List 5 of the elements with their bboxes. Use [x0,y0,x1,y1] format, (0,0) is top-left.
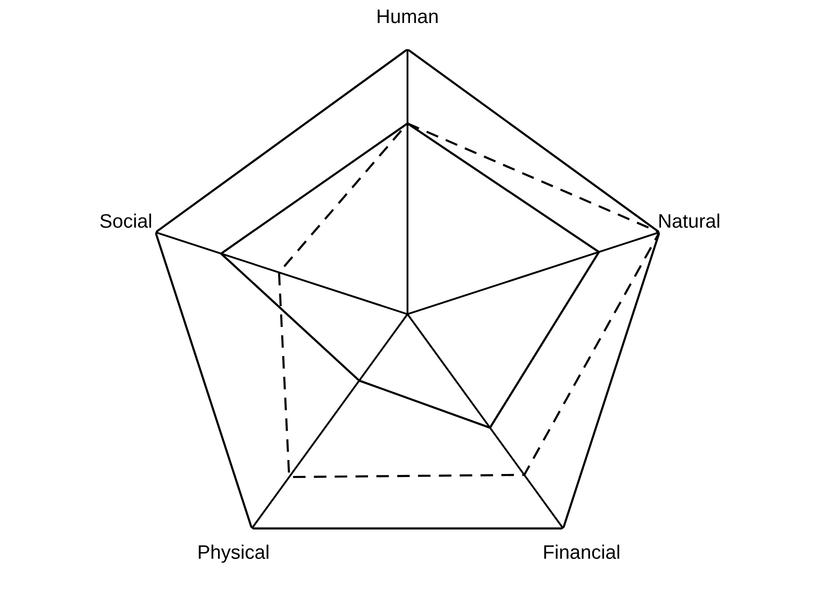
spoke-label: Natural [659,214,720,228]
spoke-label: Human [378,10,438,24]
spoke-label: Physical [198,544,268,563]
spoke-label: Financial [544,544,620,559]
spoke-label: Social [100,214,152,228]
